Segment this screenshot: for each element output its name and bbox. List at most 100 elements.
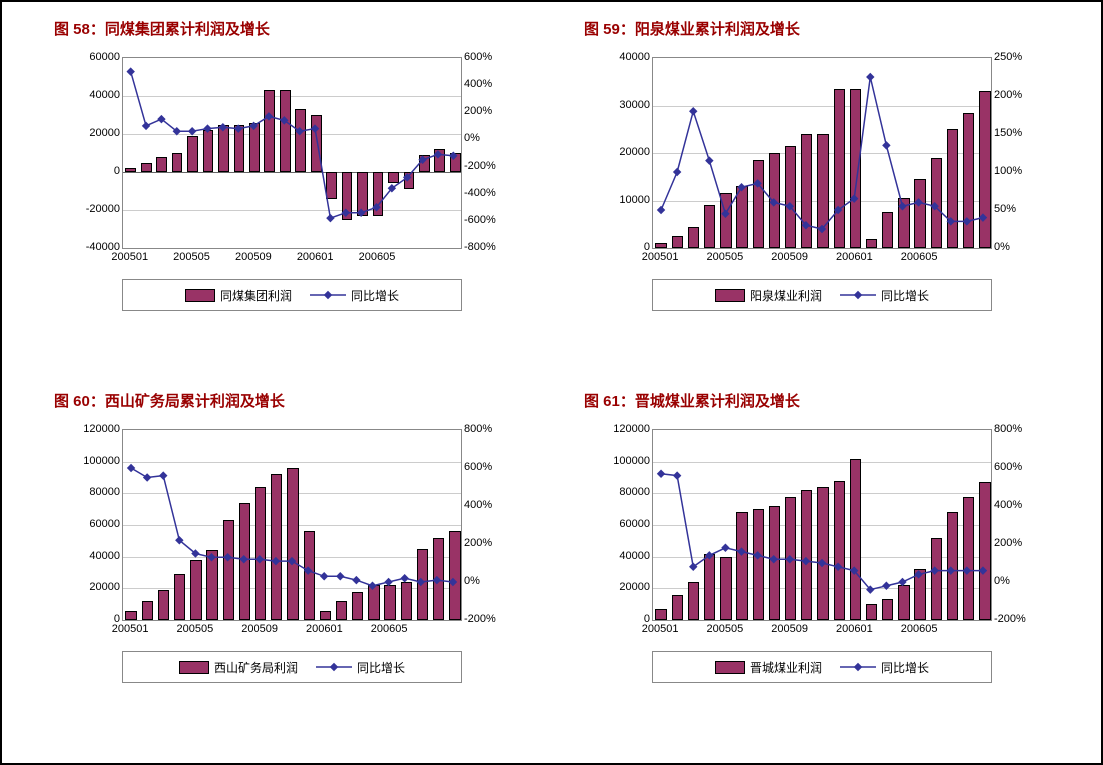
chart-c60: 图 60：西山矿务局累计利润及增长02000040000600008000010…: [32, 380, 542, 730]
legend-item-bar: 西山矿务局利润: [179, 659, 298, 676]
plot-area: [122, 57, 462, 249]
x-axis: 200501200505200509200601200605: [652, 251, 992, 271]
line-marker: [737, 183, 745, 191]
x-tick: 200501: [111, 251, 148, 263]
legend-label-bar: 同煤集团利润: [220, 287, 292, 304]
x-tick: 200605: [901, 251, 938, 263]
y-tick-right: 400%: [464, 499, 512, 511]
legend-swatch-line: [316, 660, 352, 674]
y-tick-right: 0%: [994, 575, 1042, 587]
line-marker: [326, 214, 334, 222]
legend-label-line: 同比增长: [357, 659, 405, 676]
plot-area: [122, 429, 462, 621]
chart-box: 0100002000030000400000%50%100%150%200%25…: [602, 47, 1042, 327]
y-tick-right: 800%: [464, 423, 512, 435]
line-marker: [207, 553, 215, 561]
y-tick-left: 100000: [602, 455, 650, 467]
line-marker: [657, 206, 665, 214]
y-tick-right: 600%: [464, 461, 512, 473]
y-tick-right: 600%: [464, 51, 512, 63]
x-tick: 200601: [297, 251, 334, 263]
legend: 阳泉煤业利润同比增长: [652, 279, 992, 311]
line-marker: [898, 578, 906, 586]
line-marker: [834, 563, 842, 571]
y-tick-right: -200%: [994, 613, 1042, 625]
line-marker: [434, 150, 442, 158]
legend-item-bar: 同煤集团利润: [185, 287, 292, 304]
line-marker: [963, 566, 971, 574]
y-tick-right: 150%: [994, 127, 1042, 139]
line-marker: [142, 122, 150, 130]
x-tick: 200505: [176, 623, 213, 635]
legend-item-line: 同比增长: [840, 659, 929, 676]
x-tick: 200509: [241, 623, 278, 635]
y-tick-left: 40000: [602, 550, 650, 562]
y-axis-right: -200%0%200%400%600%800%: [464, 429, 512, 619]
line-marker: [400, 574, 408, 582]
line-series: [123, 58, 461, 248]
x-tick: 200601: [836, 251, 873, 263]
line-marker: [721, 544, 729, 552]
legend-label-bar: 晋城煤业利润: [750, 659, 822, 676]
line-marker: [288, 557, 296, 565]
line-marker: [882, 582, 890, 590]
x-tick: 200605: [371, 623, 408, 635]
y-tick-left: 100000: [72, 455, 120, 467]
line-series: [653, 58, 991, 248]
y-tick-right: 200%: [994, 89, 1042, 101]
line-marker: [272, 557, 280, 565]
line-marker: [914, 198, 922, 206]
legend-item-bar: 阳泉煤业利润: [715, 287, 822, 304]
y-tick-right: 400%: [464, 78, 512, 90]
y-tick-right: -200%: [464, 160, 512, 172]
x-tick: 200509: [771, 251, 808, 263]
line-marker: [769, 555, 777, 563]
chart-title: 图 61：晋城煤业累计利润及增长: [584, 390, 1072, 411]
y-tick-left: 20000: [602, 581, 650, 593]
y-tick-right: -200%: [464, 613, 512, 625]
line-marker: [336, 572, 344, 580]
y-tick-right: 0%: [994, 241, 1042, 253]
y-tick-left: 60000: [72, 51, 120, 63]
legend-swatch-line: [310, 288, 346, 302]
x-tick: 200605: [901, 623, 938, 635]
legend-item-line: 同比增长: [316, 659, 405, 676]
legend-swatch-line: [840, 660, 876, 674]
y-tick-left: 0: [72, 165, 120, 177]
y-tick-right: 0%: [464, 132, 512, 144]
line-marker: [930, 566, 938, 574]
line-marker: [159, 471, 167, 479]
chart-c59: 图 59：阳泉煤业累计利润及增长0100002000030000400000%5…: [562, 8, 1072, 358]
legend-item-line: 同比增长: [310, 287, 399, 304]
line-marker: [357, 208, 365, 216]
legend-swatch-bar: [179, 661, 209, 674]
legend: 西山矿务局利润 同比增长: [122, 651, 462, 683]
line-marker: [673, 168, 681, 176]
x-tick: 200501: [642, 251, 679, 263]
y-tick-left: 20000: [72, 581, 120, 593]
chart-box: -40000-200000200004000060000-800%-600%-4…: [72, 47, 512, 327]
legend-swatch-line: [840, 288, 876, 302]
y-tick-right: -800%: [464, 241, 512, 253]
line-marker: [143, 473, 151, 481]
x-tick: 200509: [235, 251, 272, 263]
y-tick-right: 50%: [994, 203, 1042, 215]
y-tick-right: 800%: [994, 423, 1042, 435]
line-marker: [219, 123, 227, 131]
line-marker: [947, 566, 955, 574]
y-axis-right: -200%0%200%400%600%800%: [994, 429, 1042, 619]
line-marker: [818, 559, 826, 567]
line-marker: [963, 217, 971, 225]
y-axis-left: 020000400006000080000100000120000: [602, 429, 650, 619]
chart-box: 020000400006000080000100000120000-200%0%…: [602, 419, 1042, 699]
line-marker: [449, 151, 457, 159]
x-axis: 200501200505200509200601200605: [652, 623, 992, 643]
line-marker: [311, 124, 319, 132]
y-tick-left: 120000: [602, 423, 650, 435]
legend-swatch-bar: [715, 661, 745, 674]
line-marker: [265, 112, 273, 120]
legend-swatch-bar: [715, 289, 745, 302]
y-tick-right: -600%: [464, 214, 512, 226]
x-tick: 200601: [306, 623, 343, 635]
line-marker: [368, 582, 376, 590]
